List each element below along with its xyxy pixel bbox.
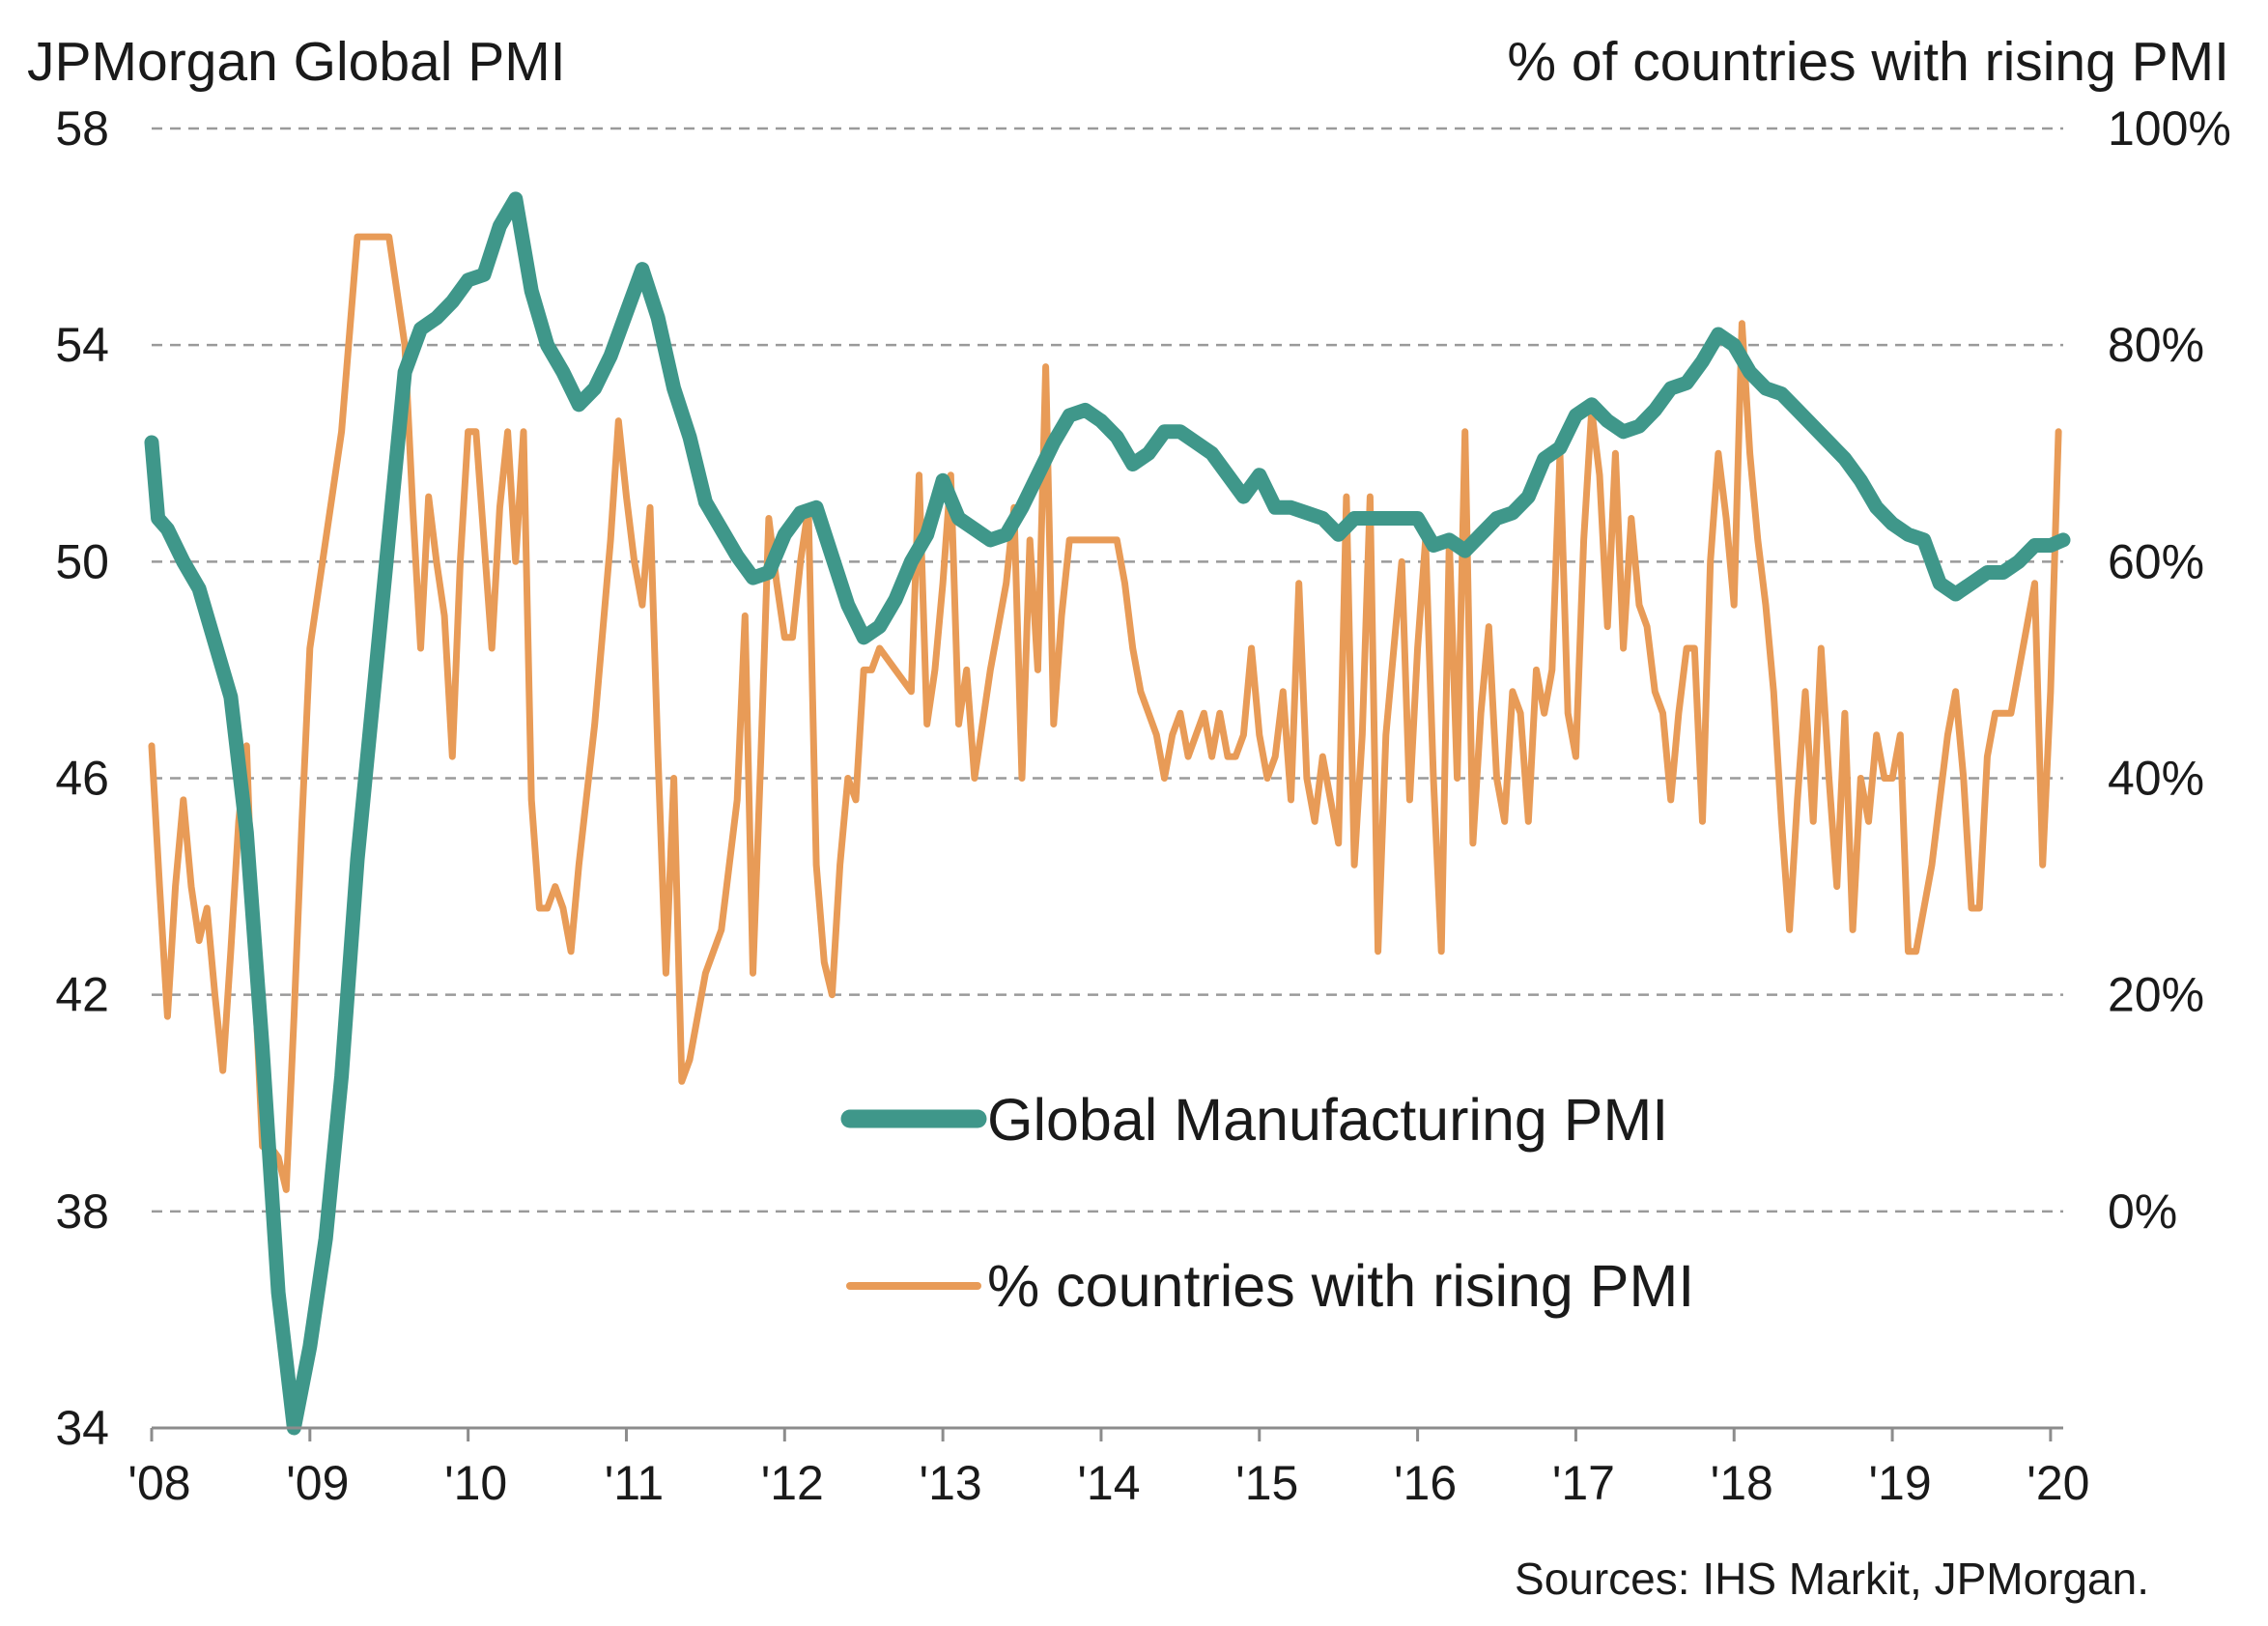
right-tick-label-0: 0%	[2108, 1184, 2177, 1239]
left-tick-label-58: 58	[55, 101, 109, 156]
x-tick-label-2014: '14	[1077, 1456, 1140, 1510]
x-tick-label-2015: '15	[1235, 1456, 1298, 1510]
legend-label-rising: % countries with rising PMI	[987, 1253, 1694, 1319]
axes: 34 38 42 46 50 54 58 0% 20% 40% 60% 80% 100% '08 '09 '1…	[55, 101, 2231, 1510]
x-tick-label-2018: '18	[1711, 1456, 1773, 1510]
x-tick-label-2020: '20	[2027, 1456, 2089, 1510]
legend-label-pmi: Global Manufacturing PMI	[987, 1087, 1668, 1153]
left-tick-label-34: 34	[55, 1401, 109, 1455]
series-line-global-pmi	[144, 191, 2071, 1436]
x-tick-label-2008: '08	[128, 1456, 190, 1510]
x-tick-label-2011: '11	[605, 1456, 664, 1510]
series-line-rising-pmi	[148, 233, 2062, 1193]
x-tick-label-2019: '19	[1868, 1456, 1931, 1510]
right-tick-label-60: 60%	[2108, 534, 2204, 588]
x-tick-label-2012: '12	[761, 1456, 824, 1510]
left-tick-label-54: 54	[55, 318, 109, 372]
right-tick-label-20: 20%	[2108, 968, 2204, 1022]
x-tick-label-2013: '13	[920, 1456, 982, 1510]
x-tick-label-2016: '16	[1394, 1456, 1457, 1510]
right-tick-label-40: 40%	[2108, 752, 2204, 806]
legend: Global Manufacturing PMI % countries wit…	[840, 1087, 1694, 1319]
x-tick-label-2017: '17	[1552, 1456, 1615, 1510]
x-tick-label-2009: '09	[286, 1456, 349, 1510]
source-note: Sources: IHS Markit, JPMorgan.	[1515, 1554, 2149, 1604]
left-tick-label-38: 38	[55, 1184, 109, 1239]
left-tick-label-46: 46	[55, 752, 109, 806]
series-lines	[144, 191, 2071, 1436]
left-axis-title: JPMorgan Global PMI	[27, 31, 566, 93]
x-tick-label-2010: '10	[444, 1456, 507, 1510]
right-tick-label-100: 100%	[2108, 101, 2231, 156]
left-tick-label-50: 50	[55, 534, 109, 588]
right-axis-title: % of countries with rising PMI	[1507, 31, 2229, 93]
right-tick-label-80: 80%	[2108, 318, 2204, 372]
gridlines	[152, 127, 2063, 1213]
left-tick-label-42: 42	[55, 968, 109, 1022]
